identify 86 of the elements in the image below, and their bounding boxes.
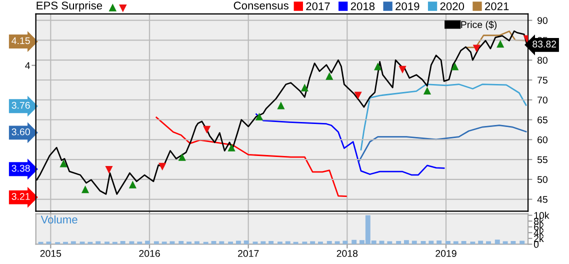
point [228, 144, 236, 152]
bar [494, 240, 500, 244]
bar [470, 242, 476, 244]
bar [318, 242, 323, 244]
bar [326, 241, 332, 244]
bar [510, 241, 516, 244]
bar [104, 242, 110, 244]
y-tick-label: 4 [25, 62, 30, 69]
y2-tick-label: 80 [537, 56, 548, 64]
point [81, 186, 90, 194]
bar [396, 241, 402, 244]
bar [352, 240, 357, 244]
bar [236, 240, 241, 244]
legend-label: 2020 [440, 2, 464, 10]
bar [436, 240, 442, 244]
y-tick-label: 4.15 [12, 37, 30, 44]
line-series [156, 116, 347, 197]
bar [268, 241, 274, 244]
bar [145, 240, 150, 244]
data-label: 83.82 [532, 40, 556, 48]
bar [379, 240, 384, 244]
y-tick-label: 3.21 [12, 193, 30, 200]
y2-tick-label: 70 [538, 96, 548, 104]
y2-tick-label: 65 [538, 116, 548, 124]
bar [80, 242, 85, 244]
y2-tick-label: 45 [537, 196, 548, 203]
bar [478, 240, 484, 244]
bar [412, 240, 417, 244]
bar [186, 242, 192, 244]
point [354, 92, 362, 100]
x-tick-label: 2018 [336, 250, 358, 257]
point [105, 166, 113, 174]
y-tick-label: 8k [534, 218, 544, 225]
point [398, 66, 406, 74]
legend-label: 2018 [350, 2, 375, 10]
point [128, 180, 137, 188]
point [277, 102, 285, 110]
y2-tick-label: 75 [538, 76, 548, 84]
bar [342, 240, 348, 244]
chart-title: EPS Surprise [36, 1, 102, 12]
y-tick-label: 3.38 [12, 164, 30, 172]
point [158, 162, 166, 170]
annotation: Volume [40, 215, 78, 224]
bar [461, 241, 466, 244]
point [472, 44, 480, 52]
line-series [256, 113, 445, 176]
bar [137, 242, 142, 244]
point [60, 160, 68, 168]
y2-tick-label: 50 [537, 176, 548, 184]
point [255, 112, 264, 120]
point [451, 62, 459, 70]
bar [228, 242, 234, 244]
point [178, 153, 186, 161]
x-tick-label: 2016 [139, 250, 160, 257]
point [326, 72, 334, 80]
bar [120, 241, 126, 244]
bar [162, 242, 167, 244]
point [496, 40, 504, 48]
x-tick-label: 2019 [436, 250, 456, 257]
bar [520, 240, 525, 244]
point [374, 62, 382, 70]
point [203, 126, 211, 134]
y2-tick-label: 60 [538, 136, 548, 144]
bar [428, 240, 434, 244]
point [300, 84, 308, 92]
bar [446, 241, 450, 244]
bar [302, 242, 308, 244]
bar [178, 241, 184, 244]
y-tick-label: 3.60 [12, 128, 30, 136]
x-tick-label: 2017 [238, 250, 259, 257]
legend-label: 2017 [306, 2, 330, 10]
y2-tick-label: 90 [538, 17, 548, 24]
legend-label: 2021 [485, 2, 509, 10]
bar [404, 240, 409, 244]
y2-tick-label: 55 [537, 156, 548, 164]
bar [244, 240, 249, 244]
point [423, 86, 432, 95]
legend-label: Price ($) [461, 20, 497, 30]
x-tick-label: 2015 [40, 250, 62, 257]
y-tick-label: 3.76 [12, 102, 30, 109]
line-series [360, 84, 527, 150]
bar [277, 242, 282, 244]
line-series [358, 124, 527, 162]
legend-title: Consensus [234, 2, 288, 10]
bar [46, 242, 52, 244]
legend-label: 2019 [396, 2, 420, 10]
